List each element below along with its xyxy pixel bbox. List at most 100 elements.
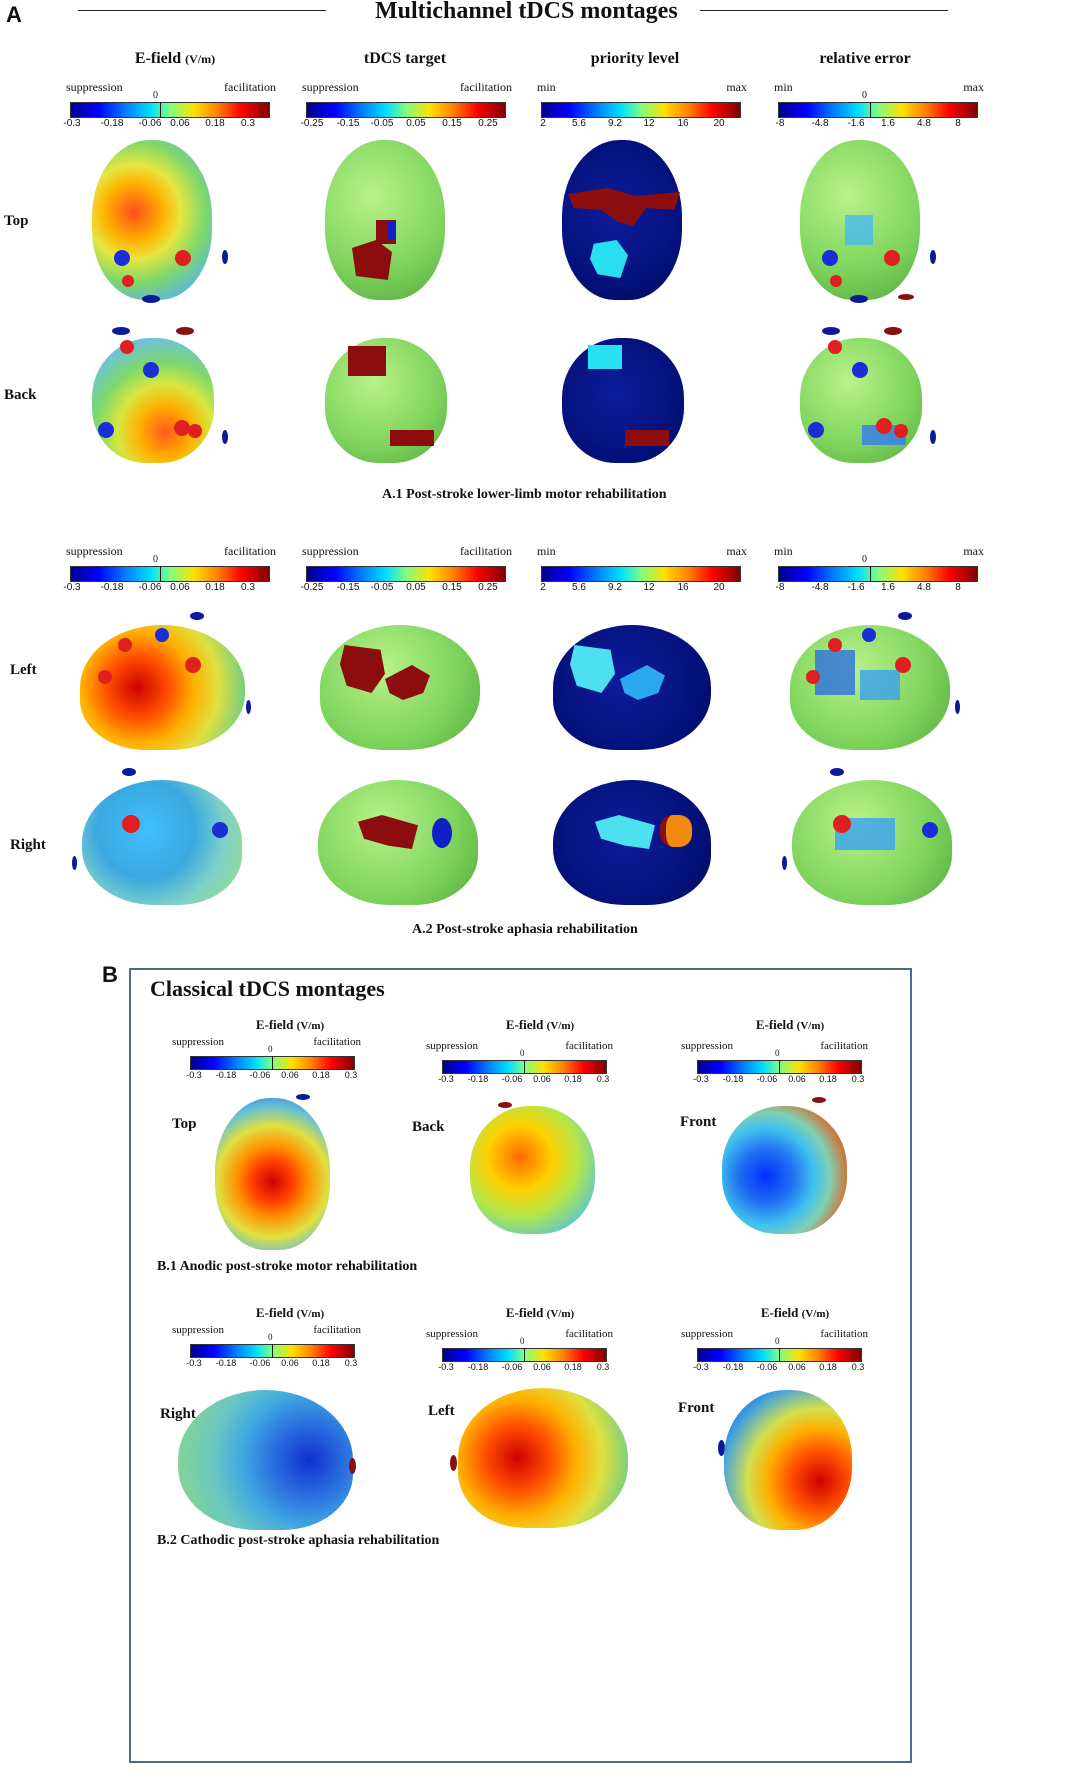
- colorbar-b1-back: suppression 0 facilitation -0.3 -0.18 -0…: [426, 1040, 613, 1084]
- tick-label: 0.18: [312, 1070, 330, 1080]
- colorbar-efield-a1: suppression 0 facilitation -0.3 -0.18 -0…: [63, 80, 276, 132]
- tick-label: 0.06: [170, 582, 190, 593]
- colorbar-left-label: suppression: [302, 80, 359, 94]
- electrode-cathode: [898, 612, 912, 620]
- electrode-cathode: [222, 250, 228, 264]
- brain-b1-top: [215, 1098, 330, 1250]
- electrode-cathode: [72, 856, 77, 870]
- tick-label: -8: [775, 582, 785, 593]
- colorbar-error-a2: min 0 max -8 -4.8 -1.6 1.6 4.8 8: [774, 544, 984, 596]
- title-rule-right: [700, 10, 948, 11]
- colorbar-zero: 0: [775, 1336, 780, 1346]
- electrode-cathode: [850, 295, 868, 303]
- colorbar-zero-mark: [160, 566, 161, 582]
- electrode-cathode: [782, 856, 787, 870]
- tick-label: 9.2: [608, 118, 622, 129]
- tick-label: 16: [677, 582, 689, 593]
- colorbar-zero: 0: [268, 1332, 273, 1342]
- colorbar-gradient: [541, 102, 741, 118]
- tick-label: 1.6: [881, 118, 895, 129]
- tick-label: 0.3: [596, 1074, 610, 1084]
- colorbar-left-label: suppression: [426, 1040, 478, 1052]
- tick-label: -0.05: [370, 118, 394, 129]
- target-region-suppression: [388, 222, 396, 240]
- tick-label: -0.3: [693, 1074, 709, 1084]
- tick-label: 20: [713, 118, 725, 129]
- electrode-cathode: [930, 250, 936, 264]
- electrode-cathode: [955, 700, 960, 714]
- electrode-anode: [349, 1458, 356, 1474]
- tick-label: -8: [775, 118, 785, 129]
- electrode-anode: [122, 815, 140, 833]
- tick-label: 0.18: [205, 118, 225, 129]
- tick-label: -0.06: [249, 1358, 271, 1368]
- tick-label: 0.06: [533, 1074, 551, 1084]
- colorbar-zero-mark: [524, 1060, 525, 1074]
- col-header-target: tDCS target: [363, 50, 447, 67]
- electrode-cathode: [114, 250, 130, 266]
- electrode-cathode: [718, 1440, 725, 1456]
- electrode-cathode: [246, 700, 251, 714]
- colorbar-ticks: -0.3 -0.18 -0.06 0.06 0.18 0.3: [693, 1362, 864, 1374]
- tick-label: 0.06: [281, 1070, 299, 1080]
- electrode-anode: [833, 815, 851, 833]
- electrode-anode: [894, 424, 908, 438]
- tick-label: 0.18: [205, 582, 225, 593]
- electrode-anode: [174, 420, 190, 436]
- tick-label: -0.3: [693, 1362, 709, 1372]
- tick-label: 0.18: [312, 1358, 330, 1368]
- colorbar-ticks: -8 -4.8 -1.6 1.6 4.8 8: [775, 582, 978, 594]
- electrode-anode: [498, 1102, 512, 1108]
- row-label-top: Top: [4, 213, 29, 229]
- tick-label: 8: [955, 582, 961, 593]
- tick-label: 12: [643, 118, 655, 129]
- electrode-cathode: [222, 430, 228, 444]
- tick-label: 0.25: [478, 582, 498, 593]
- electrode-cathode: [808, 422, 824, 438]
- brain-b1-back: [470, 1106, 595, 1234]
- tick-label: 0.18: [819, 1362, 837, 1372]
- tick-label: 5.6: [572, 582, 586, 593]
- colorbar-zero: 0: [862, 90, 867, 101]
- colorbar-right-label: max: [963, 80, 984, 94]
- priority-region-max: [625, 430, 669, 446]
- tick-label: 2: [540, 118, 546, 129]
- caption-b2: B.2 Cathodic post-stroke aphasia rehabil…: [157, 1533, 440, 1548]
- caption-a2: A.2 Post-stroke aphasia rehabilitation: [412, 922, 638, 937]
- colorbar-zero: 0: [775, 1048, 780, 1058]
- brain-efield-back: [92, 338, 214, 463]
- colorbar-head-b1-back: E-field (V/m): [505, 1017, 575, 1032]
- tick-label: -4.8: [811, 582, 829, 593]
- colorbar-left-label: suppression: [681, 1328, 733, 1340]
- colorbar-zero-mark: [870, 102, 871, 118]
- electrode-cathode: [296, 1094, 310, 1100]
- tick-label: 16: [677, 118, 689, 129]
- error-region: [815, 650, 855, 695]
- colorbar-right-label: facilitation: [460, 544, 512, 558]
- tick-label: -0.18: [467, 1362, 489, 1372]
- tick-label: 0.06: [281, 1358, 299, 1368]
- tick-label: -0.3: [438, 1362, 454, 1372]
- colorbar-zero-mark: [779, 1348, 780, 1362]
- colorbar-left-label: min: [774, 80, 793, 94]
- electrode-anode: [98, 670, 112, 684]
- view-label-front: Front: [680, 1114, 717, 1130]
- view-label-left: Left: [428, 1403, 455, 1419]
- tick-label: 0.06: [533, 1362, 551, 1372]
- colorbar-zero-mark: [870, 566, 871, 582]
- tick-label: -0.3: [186, 1070, 202, 1080]
- col-header-priority: priority level: [590, 50, 680, 67]
- electrode-cathode: [862, 628, 876, 642]
- panel-b-letter: B: [102, 962, 118, 987]
- colorbar-left-label: suppression: [681, 1040, 733, 1052]
- target-region-suppression: [432, 818, 452, 848]
- electrode-cathode: [142, 295, 160, 303]
- colorbar-b2-left: suppression 0 facilitation -0.3 -0.18 -0…: [426, 1328, 613, 1372]
- electrode-cathode: [930, 430, 936, 444]
- col-header-efield: E-field (V/m): [134, 50, 216, 67]
- tick-label: 2: [540, 582, 546, 593]
- electrode-anode: [175, 250, 191, 266]
- colorbar-left-label: suppression: [66, 80, 123, 94]
- electrode-cathode: [122, 768, 136, 776]
- tick-label: -0.18: [467, 1074, 489, 1084]
